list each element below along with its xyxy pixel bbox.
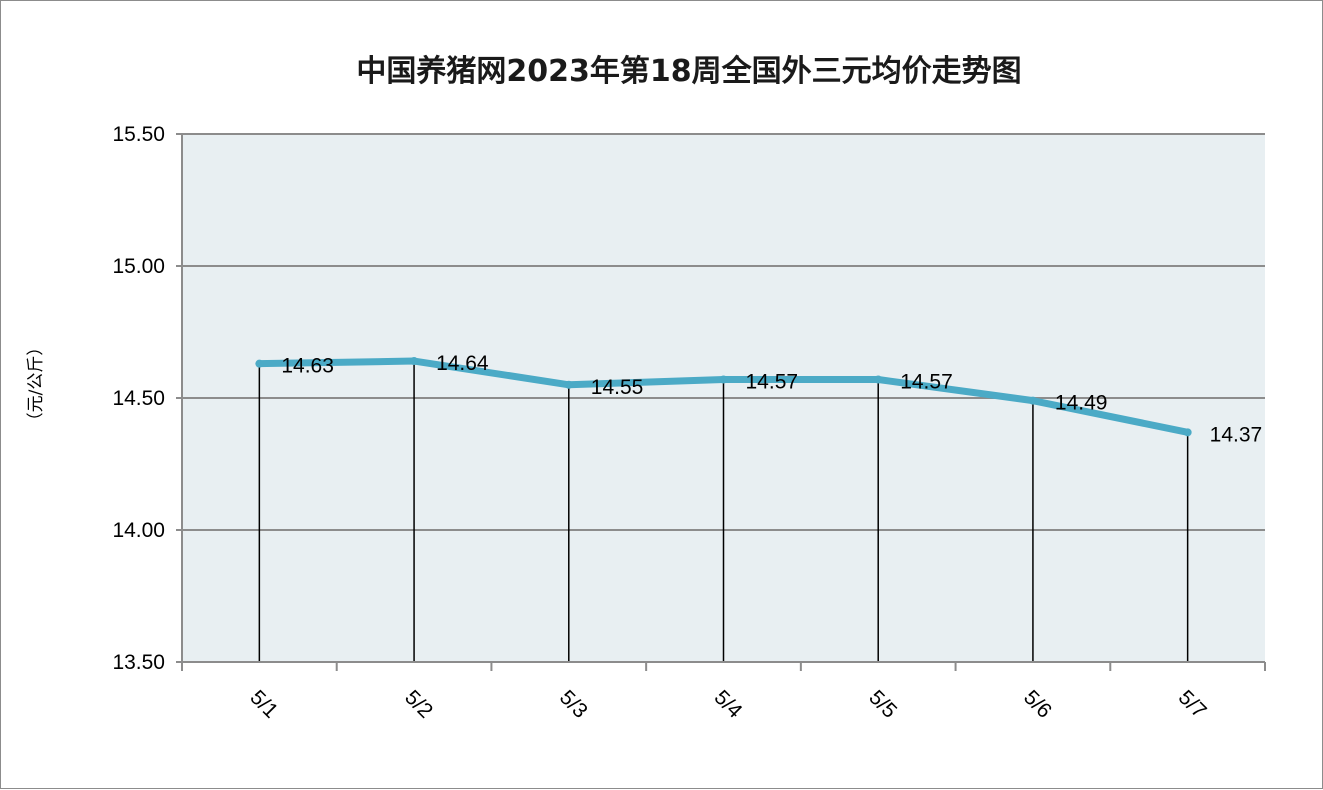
data-point	[410, 357, 419, 366]
data-point	[1183, 428, 1192, 437]
y-tick-label: 14.00	[112, 519, 165, 542]
data-label: 14.57	[900, 371, 953, 394]
data-point	[719, 375, 728, 384]
y-tick-label: 15.50	[112, 123, 165, 146]
data-label: 14.55	[591, 376, 644, 399]
data-point	[874, 375, 883, 384]
data-labels: 14.63 14.64 14.55 14.57 14.57 14.49 14.37	[281, 352, 1262, 446]
y-tick-labels: 13.50 14.00 14.50 15.00 15.50	[112, 123, 165, 674]
data-label: 14.64	[436, 352, 489, 375]
x-tick-label: 5/6	[1019, 686, 1056, 723]
data-label: 14.57	[746, 371, 799, 394]
data-point	[1028, 396, 1037, 405]
data-label: 14.49	[1055, 392, 1108, 415]
data-point	[255, 359, 264, 368]
y-tick-label: 13.50	[112, 651, 165, 674]
x-tick-label: 5/2	[400, 686, 437, 723]
x-tick-label: 5/7	[1174, 686, 1211, 723]
x-tick-labels: 5/1 5/2 5/3 5/4 5/5 5/6 5/7	[245, 686, 1210, 723]
x-tick-label: 5/5	[864, 686, 901, 723]
y-axis-label: （元/公斤）	[26, 339, 46, 430]
data-point	[564, 380, 573, 389]
chart-title: 中国养猪网2023年第18周全国外三元均价走势图	[356, 54, 1021, 89]
drop-lines	[258, 361, 1189, 662]
data-label: 14.37	[1210, 423, 1263, 446]
axes	[176, 133, 1266, 671]
y-tick-label: 15.00	[112, 255, 165, 278]
x-tick-label: 5/4	[710, 686, 747, 723]
data-label: 14.63	[281, 355, 334, 378]
y-tick-label: 14.50	[112, 387, 165, 410]
x-tick-label: 5/3	[555, 686, 592, 723]
x-tick-label: 5/1	[245, 686, 282, 723]
series-line	[255, 357, 1192, 437]
